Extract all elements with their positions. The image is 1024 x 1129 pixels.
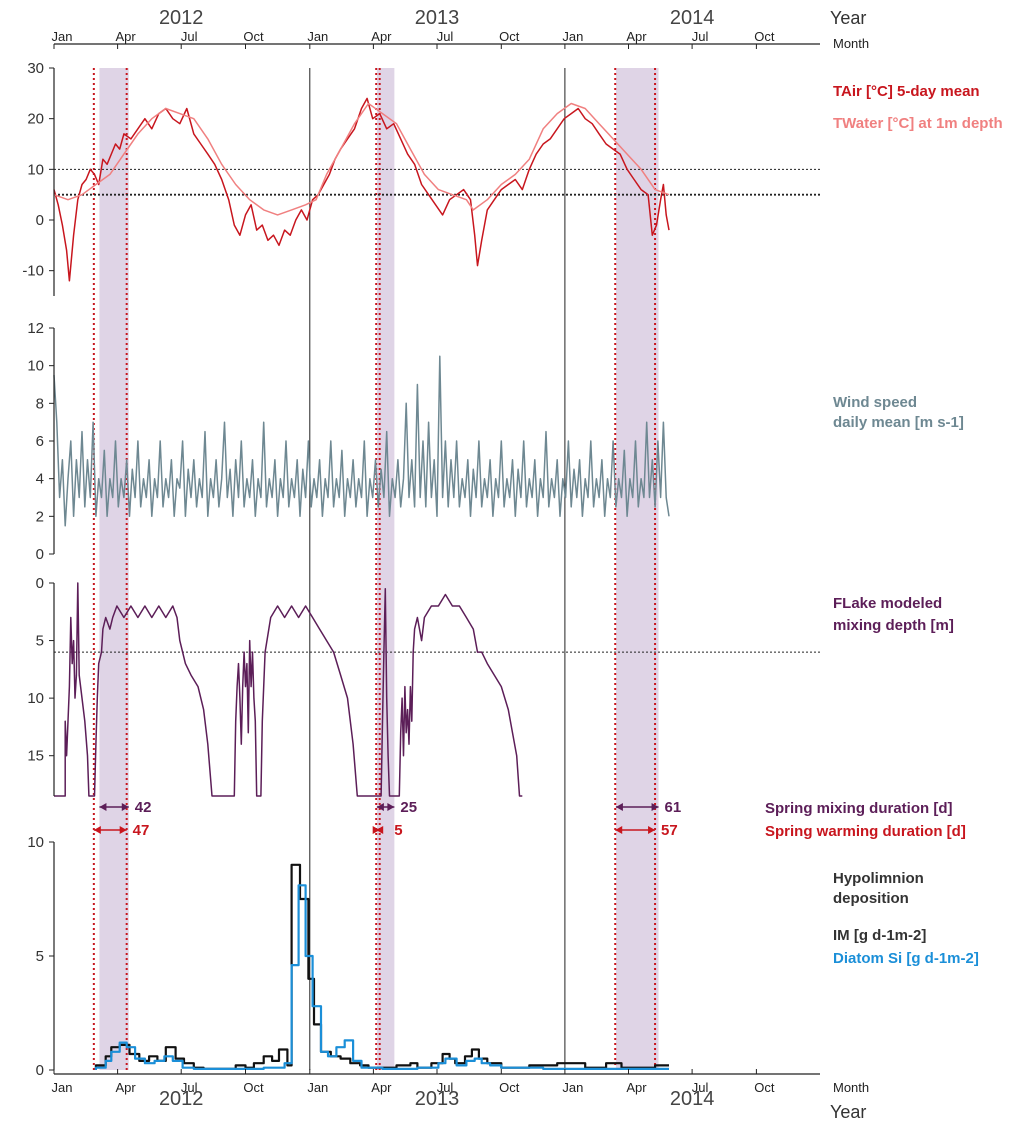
axes-layer: -10 0 10 20 30 0 2 4 6 8 10 12 0 5 10 15 0 5 10 Jan Apr Jul Oc… — [22, 7, 869, 1122]
year-label-top: 2012 — [159, 7, 204, 29]
labels-layer: TAir [°C] 5-day mean TWater [°C] at 1m de… — [833, 83, 1003, 967]
year-axis-label-bottom: Year — [830, 1102, 866, 1122]
warming-arrow-2013-head-left — [376, 826, 384, 834]
wind-y-tick-label: 8 — [36, 395, 44, 412]
warming-duration-2012: 47 — [133, 822, 150, 839]
month-label-top: Jul — [181, 29, 198, 44]
month-label-bottom: Oct — [499, 1080, 520, 1095]
month-label-top: Jan — [307, 29, 328, 44]
warming-duration-2013: 5 — [394, 822, 402, 839]
reference-lines-layer — [54, 68, 820, 1070]
month-label-top: Oct — [243, 29, 264, 44]
warming-duration-2014: 57 — [661, 822, 678, 839]
mixing-arrow-2014-head-right — [651, 803, 659, 811]
mixing-period-shade-2014 — [615, 68, 659, 1070]
temperature-series-2 — [53, 102, 670, 216]
warming-arrow-2014-head-right — [648, 826, 656, 834]
month-label-bottom: Jan — [52, 1080, 73, 1095]
mixing-label-2: mixing depth [m] — [833, 617, 954, 634]
warming-arrow-2012-head-right — [119, 826, 127, 834]
mixing-y-tick-label: 0 — [36, 575, 44, 592]
year-label-bottom: 2012 — [159, 1088, 204, 1110]
year-label-top: 2013 — [415, 7, 460, 29]
month-label-bottom: Jul — [692, 1080, 709, 1095]
mixing-period-shade-2013 — [376, 68, 395, 1070]
month-axis-label-top: Month — [833, 36, 869, 51]
month-label-top: Apr — [626, 29, 647, 44]
month-axis-label-bottom: Month — [833, 1080, 869, 1095]
mixing-series-1 — [54, 582, 523, 797]
month-label-bottom: Jul — [181, 1080, 198, 1095]
mixing-period-shade-2012 — [99, 68, 129, 1070]
month-label-bottom: Jan — [307, 1080, 328, 1095]
temperature-y-tick-label: 20 — [27, 111, 44, 128]
month-label-top: Oct — [754, 29, 775, 44]
wind-y-tick-label: 2 — [36, 508, 44, 525]
deposition-y-tick-label: 0 — [36, 1062, 44, 1079]
warming-arrow-2014-head-left — [615, 826, 623, 834]
wind-label-2: daily mean [m s-1] — [833, 414, 964, 431]
month-label-top: Jul — [692, 29, 709, 44]
temperature-y-tick-label: -10 — [22, 263, 44, 280]
mixing-arrow-2013-head-right — [387, 803, 395, 811]
year-axis-label-top: Year — [830, 8, 866, 28]
month-label-bottom: Oct — [243, 1080, 264, 1095]
wind-y-tick-label: 12 — [27, 320, 44, 337]
mixing-y-tick-label: 15 — [27, 748, 44, 765]
mixing-arrow-2012-head-left — [99, 803, 107, 811]
year-label-top: 2014 — [670, 7, 715, 29]
wind-series-1 — [53, 355, 670, 527]
series-layer — [53, 97, 670, 1071]
wind-y-tick-label: 10 — [27, 358, 44, 375]
warming-duration-label: Spring warming duration [d] — [765, 823, 966, 840]
deposition-label-2: deposition — [833, 890, 909, 907]
mixing-duration-2013: 25 — [400, 799, 417, 816]
mixing-duration-label: Spring mixing duration [d] — [765, 800, 953, 817]
month-label-top: Jan — [562, 29, 583, 44]
wind-y-tick-label: 6 — [36, 433, 44, 450]
deposition-label-3: IM [g d-1m-2] — [833, 927, 926, 944]
month-label-bottom: Apr — [371, 1080, 392, 1095]
month-label-top: Oct — [499, 29, 520, 44]
deposition-label-1: Hypolimnion — [833, 870, 924, 887]
deposition-label-4: Diatom Si [g d-1m-2] — [833, 950, 979, 967]
deposition-y-tick-label: 10 — [27, 834, 44, 851]
mixing-y-tick-label: 5 — [36, 633, 44, 650]
temperature-label-2: TWater [°C] at 1m depth — [833, 115, 1003, 132]
year-label-bottom: 2014 — [670, 1088, 715, 1110]
month-label-top: Jan — [52, 29, 73, 44]
temperature-y-tick-label: 10 — [27, 161, 44, 178]
annotations-layer: 42 47 25 5 61 57 Spring mixing duration [d] Spr… — [93, 799, 966, 840]
mixing-y-tick-label: 10 — [27, 690, 44, 707]
mixing-arrow-2014-head-left — [615, 803, 623, 811]
month-label-top: Apr — [115, 29, 136, 44]
mixing-arrow-2013-head-left — [376, 803, 384, 811]
year-label-bottom: 2013 — [415, 1088, 460, 1110]
deposition-y-tick-label: 5 — [36, 948, 44, 965]
month-label-bottom: Jan — [562, 1080, 583, 1095]
mixing-duration-2012: 42 — [135, 799, 152, 816]
temperature-label-1: TAir [°C] 5-day mean — [833, 83, 980, 100]
temperature-y-tick-label: 0 — [36, 212, 44, 229]
temperature-y-tick-label: 30 — [27, 60, 44, 77]
month-label-bottom: Jul — [437, 1080, 454, 1095]
warming-arrow-2012-head-left — [93, 826, 101, 834]
mixing-label-1: FLake modeled — [833, 595, 942, 612]
wind-y-tick-label: 4 — [36, 471, 44, 488]
mixing-arrow-2012-head-right — [121, 803, 129, 811]
warming-arrow-2013-head-right — [372, 826, 380, 834]
month-label-bottom: Apr — [626, 1080, 647, 1095]
month-label-bottom: Oct — [754, 1080, 775, 1095]
spring-shading-layer — [99, 68, 659, 1070]
deposition-series-2 — [94, 884, 669, 1071]
mixing-duration-2014: 61 — [665, 799, 682, 816]
month-label-top: Jul — [437, 29, 454, 44]
wind-y-tick-label: 0 — [36, 546, 44, 563]
month-label-top: Apr — [371, 29, 392, 44]
wind-label-1: Wind speed — [833, 394, 917, 411]
month-label-bottom: Apr — [115, 1080, 136, 1095]
